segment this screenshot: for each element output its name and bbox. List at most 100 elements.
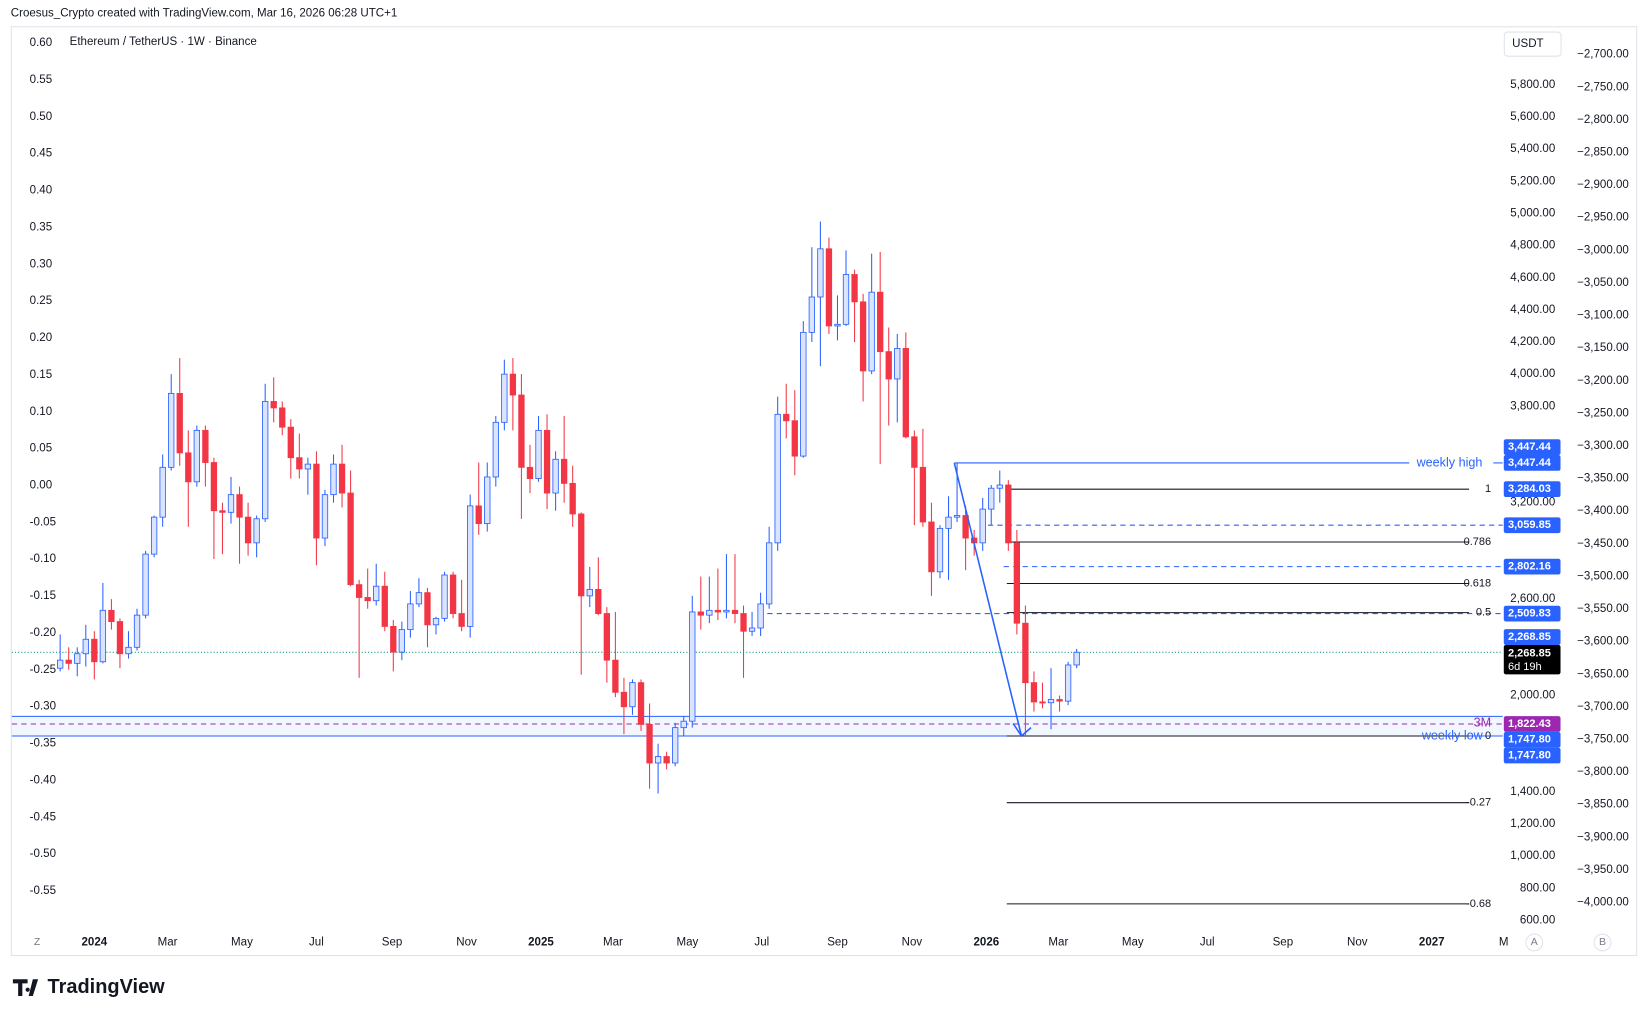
candle-body xyxy=(236,494,243,518)
x-tick-label: Nov xyxy=(902,936,923,948)
price-tick-label: 2,600.00 xyxy=(1510,593,1555,605)
candle-body xyxy=(475,505,482,524)
candle-body xyxy=(65,659,72,664)
candle-body xyxy=(415,592,423,605)
candle-body xyxy=(57,659,64,669)
left-tick-label: 0.45 xyxy=(30,148,52,160)
candle-body xyxy=(911,436,918,468)
candle-body xyxy=(672,727,679,764)
price-tick-label: 4,800.00 xyxy=(1510,240,1555,252)
candle-body xyxy=(193,429,200,483)
x-tick-label: M xyxy=(1499,936,1509,948)
candle-body xyxy=(834,323,841,327)
price-tick-label: 4,200.00 xyxy=(1510,336,1555,348)
candle-body xyxy=(338,463,346,494)
left-tick-label: 0.50 xyxy=(30,111,52,123)
candle-body xyxy=(168,393,175,468)
three-month-label: 3M xyxy=(1474,715,1492,729)
candle-body xyxy=(697,611,704,616)
candle-body xyxy=(270,401,277,409)
x-tick-label: Jul xyxy=(754,936,769,948)
axis-button[interactable]: Z xyxy=(34,936,41,948)
candle-body xyxy=(654,756,662,764)
candle-body xyxy=(210,462,218,512)
candle-body xyxy=(962,515,969,539)
price-tick-label: 1,400.00 xyxy=(1510,786,1555,798)
axis-button[interactable]: B xyxy=(1599,936,1606,948)
candle-body xyxy=(330,463,337,496)
candle-body xyxy=(432,617,440,626)
candle-body xyxy=(936,527,944,573)
price-badge xyxy=(1503,455,1561,471)
candle-body xyxy=(355,584,363,598)
left-tick-label: 0.55 xyxy=(30,74,52,86)
candle-body xyxy=(304,463,312,470)
far-right-tick-label: −3,850.00 xyxy=(1577,799,1629,811)
candle-body xyxy=(740,613,747,632)
left-tick-label: -0.20 xyxy=(30,627,56,639)
candle-body xyxy=(783,413,790,422)
left-tick-label: -0.45 xyxy=(30,811,56,823)
left-tick-label: 0.35 xyxy=(30,221,52,233)
price-badge xyxy=(1503,716,1561,732)
x-tick-label: Nov xyxy=(456,936,477,948)
candle-body xyxy=(347,492,354,586)
candle-body xyxy=(74,653,81,664)
price-badge-label: 2,268.85 xyxy=(1508,631,1551,643)
left-tick-label: -0.40 xyxy=(30,774,56,786)
left-tick-label: 0.10 xyxy=(30,406,52,418)
x-tick-label: May xyxy=(676,936,698,948)
far-right-tick-label: −4,000.00 xyxy=(1577,897,1629,909)
candle-body xyxy=(578,513,585,597)
price-tick-label: 5,000.00 xyxy=(1510,208,1555,220)
x-tick-label: Mar xyxy=(1048,936,1068,948)
price-badge-label: 2,802.16 xyxy=(1508,561,1551,573)
far-right-tick-label: −3,000.00 xyxy=(1577,244,1629,256)
price-tick-label: 800.00 xyxy=(1520,882,1555,894)
candle-body xyxy=(663,756,670,764)
chart-frame xyxy=(10,26,1638,957)
currency-box[interactable] xyxy=(1503,31,1562,57)
candle-body xyxy=(364,597,371,602)
candle-body xyxy=(244,516,252,544)
zone-fill xyxy=(11,716,1503,737)
candle-body xyxy=(535,429,542,480)
price-badge-label: 3,284.03 xyxy=(1508,483,1551,495)
candle-body xyxy=(185,452,192,483)
price-badge xyxy=(1503,747,1561,764)
candle-body xyxy=(774,413,781,544)
price-badge xyxy=(1503,644,1561,675)
logo-text: TradingView xyxy=(48,976,166,998)
price-badge xyxy=(1503,629,1561,645)
candle-body xyxy=(945,516,952,529)
candle-body xyxy=(706,609,713,616)
candle-body xyxy=(1013,542,1021,624)
price-badge-label: 2,509.83 xyxy=(1508,607,1551,619)
candle-body xyxy=(108,609,115,623)
left-tick-label: 0.05 xyxy=(30,443,52,455)
price-badge-label: 3,447.44 xyxy=(1508,441,1552,453)
candle-body xyxy=(996,484,1003,489)
price-badge xyxy=(1503,605,1561,622)
candle-body xyxy=(176,393,183,454)
candle-body xyxy=(125,646,132,655)
price-tick-label: 600.00 xyxy=(1520,914,1555,926)
candle-body xyxy=(979,508,986,544)
x-tick-label: Sep xyxy=(382,936,403,948)
fib-label: 0.5 xyxy=(1476,607,1491,619)
candle-body xyxy=(262,401,269,520)
axis-button[interactable]: A xyxy=(1531,936,1538,948)
currency[interactable]: USDT xyxy=(1512,38,1543,50)
candle-body xyxy=(518,394,525,468)
price-badge xyxy=(1503,439,1561,456)
left-tick-label: -0.55 xyxy=(30,885,56,897)
candle-body xyxy=(279,407,286,428)
candle-body xyxy=(82,638,89,655)
candle-body xyxy=(449,574,457,614)
far-right-tick-label: −2,900.00 xyxy=(1577,179,1629,191)
candle-body xyxy=(398,629,405,653)
candle-body xyxy=(868,291,875,372)
candle-body xyxy=(381,585,388,627)
